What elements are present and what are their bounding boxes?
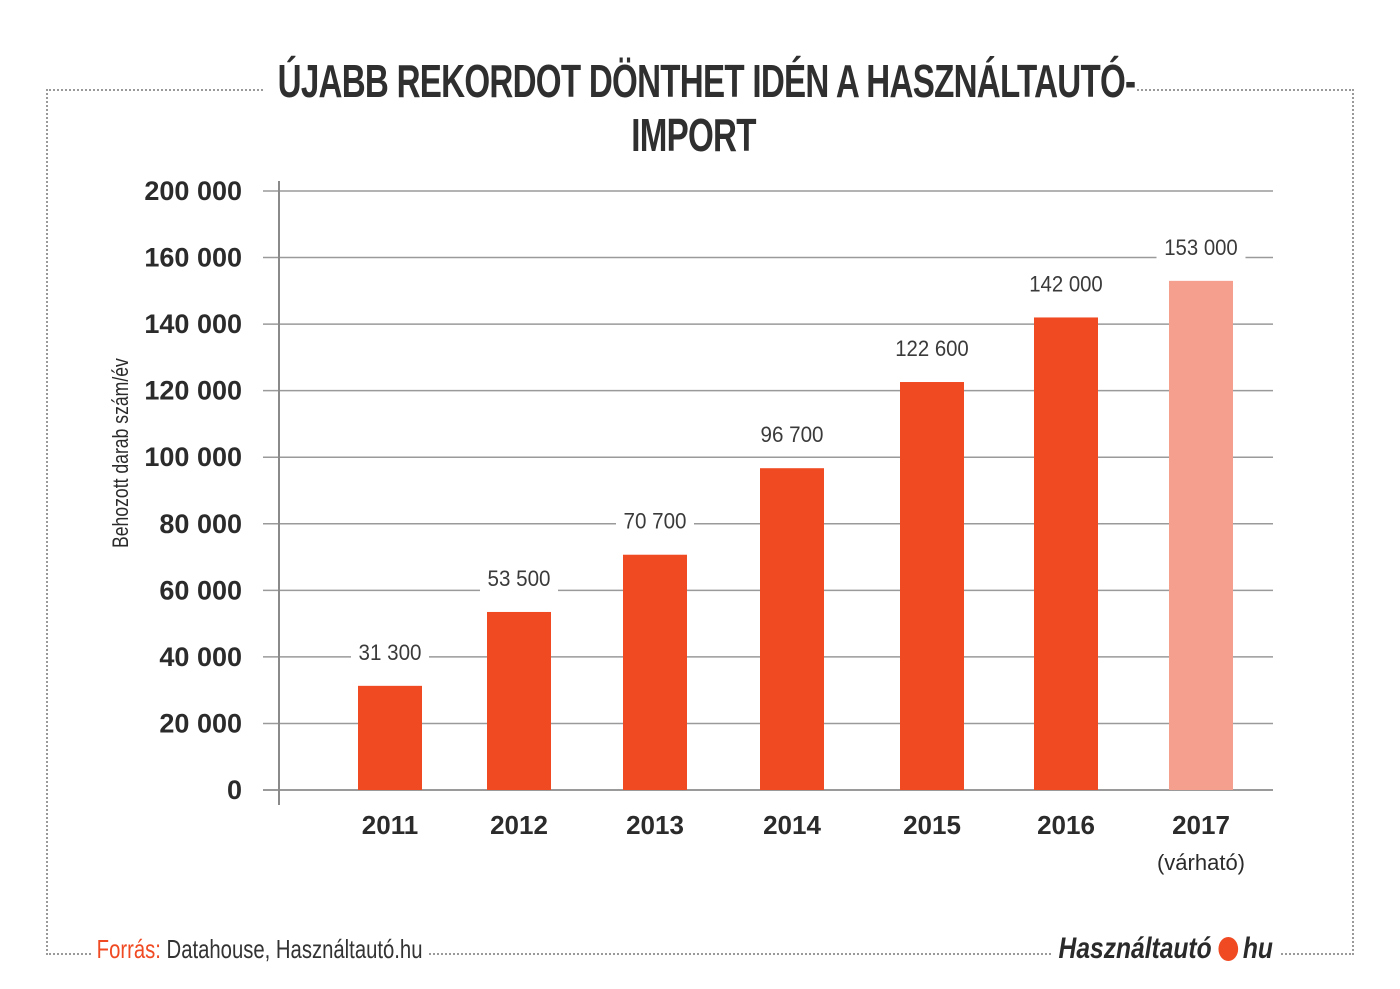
source-text: Datahouse, Használtautó.hu xyxy=(166,934,423,964)
chart-title: ÚJABB REKORDOT DÖNTHET IDÉN A HASZNÁLTAU… xyxy=(196,54,1204,162)
y-tick-label: 80 000 xyxy=(159,509,242,539)
x-tick-label: 2016 xyxy=(1037,810,1095,840)
y-tick-label: 160 000 xyxy=(144,243,242,273)
y-tick-label: 120 000 xyxy=(144,376,242,406)
source-note: Forrás: Datahouse, Használtautó.hu xyxy=(92,934,428,965)
bar xyxy=(487,611,551,790)
data-label-bg xyxy=(753,422,831,451)
y-tick-label: 200 000 xyxy=(144,176,242,206)
y-tick-label: 60 000 xyxy=(159,575,242,605)
data-label: 96 700 xyxy=(761,422,824,447)
data-label: 153 000 xyxy=(1164,235,1238,260)
y-tick-label: 40 000 xyxy=(159,642,242,672)
data-label: 70 700 xyxy=(624,509,687,534)
bar xyxy=(760,468,824,790)
x-tick-label: 2015 xyxy=(903,810,961,840)
x-tick-label: 2011 xyxy=(362,810,418,840)
y-tick-label: 20 000 xyxy=(159,708,242,738)
logo-text-right: hu xyxy=(1242,932,1273,965)
y-tick-label: 140 000 xyxy=(144,309,242,339)
x-tick-label: 2014 xyxy=(763,810,821,840)
brand-logo: Használtautó hu xyxy=(1052,932,1280,966)
data-label: 53 500 xyxy=(488,566,551,591)
source-label: Forrás: xyxy=(96,934,161,964)
x-tick-label: 2017 xyxy=(1172,810,1230,840)
bar xyxy=(358,685,422,790)
y-axis-label: Behozott darab szám/év xyxy=(108,358,133,548)
data-label-bg xyxy=(480,565,558,594)
data-label-bg xyxy=(1156,234,1246,263)
data-label: 31 300 xyxy=(359,640,422,665)
y-tick-label: 0 xyxy=(227,775,242,805)
data-label-bg xyxy=(887,336,977,365)
y-tick-label: 100 000 xyxy=(144,442,242,472)
data-label: 122 600 xyxy=(895,336,969,361)
data-label-bg xyxy=(616,508,694,537)
data-label: 142 000 xyxy=(1029,271,1103,296)
x-tick-label: 2012 xyxy=(490,810,548,840)
logo-dot-icon xyxy=(1218,937,1238,961)
logo-text-left: Használtautó xyxy=(1058,932,1212,965)
bar xyxy=(1034,317,1098,790)
x-tick-label: 2013 xyxy=(626,810,684,840)
bar xyxy=(623,554,687,790)
bar xyxy=(1169,280,1233,790)
x-tick-sublabel: (várható) xyxy=(1157,850,1245,875)
bar xyxy=(900,382,964,790)
data-label-bg xyxy=(351,639,429,668)
data-label-bg xyxy=(1021,271,1111,300)
